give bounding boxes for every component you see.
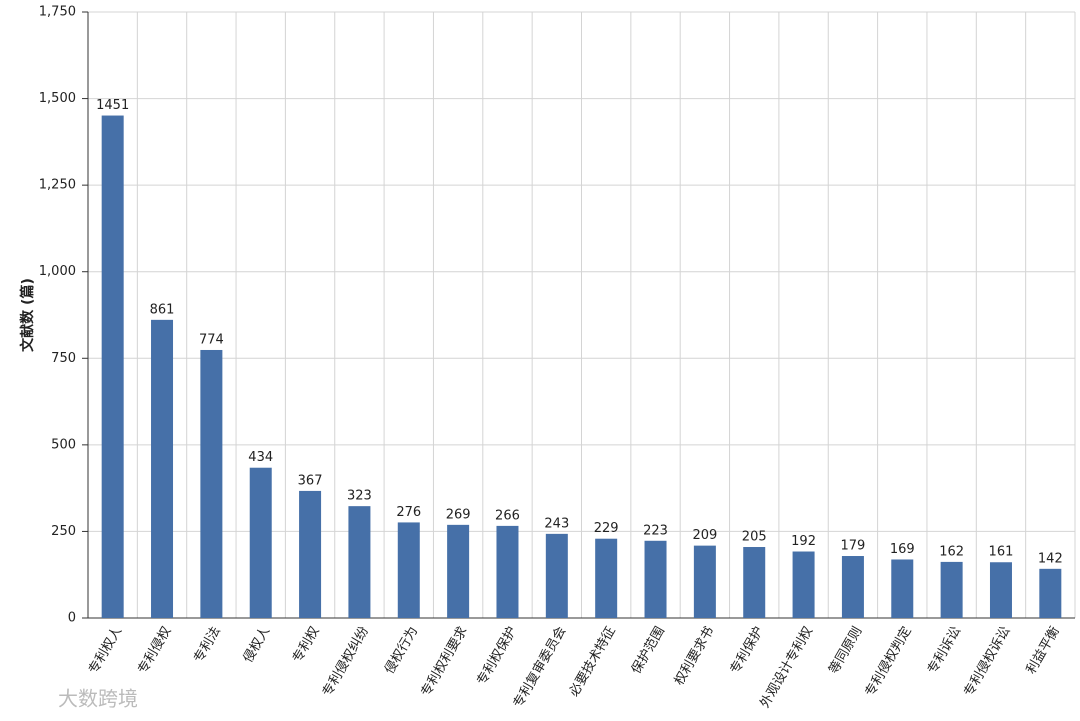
bar [101,115,124,618]
value-label: 205 [742,530,767,545]
y-tick-label: 1,500 [39,91,76,106]
value-label: 179 [841,539,866,554]
value-label: 192 [791,534,816,549]
value-label: 1451 [96,98,129,113]
x-tick-label: 专利法 [191,624,223,665]
y-tick-label: 1,750 [39,5,76,20]
bar [743,547,766,618]
y-tick-label: 250 [51,524,76,539]
x-tick-label: 专利权保护 [474,624,520,688]
x-tick-label: 利益平衡 [1024,624,1063,677]
x-tick-label: 专利保护 [728,624,767,677]
x-tick-label: 专利复审委员会 [511,624,569,710]
bar [447,524,470,618]
x-tick-label: 专利权 [289,624,322,666]
y-axis-label: 文献数 (篇) [19,278,36,352]
x-tick-label: 必要技术特征 [567,624,619,699]
x-tick-label: 等同原则 [826,624,866,677]
bar [891,559,914,618]
bar [496,525,519,618]
value-label: 434 [248,450,273,465]
value-label: 269 [446,507,471,522]
bar [151,319,174,618]
bar [1039,568,1062,618]
value-label: 367 [298,473,323,488]
x-tick-label: 保护范围 [629,624,668,677]
value-label: 861 [150,302,175,317]
value-label: 276 [396,505,421,520]
x-tick-label: 权利要求书 [671,624,717,688]
y-tick-label: 0 [68,611,76,626]
y-tick-label: 1,250 [39,178,76,193]
bar [249,467,272,618]
y-tick-label: 1,000 [39,264,76,279]
x-tick-label: 专利权人 [85,624,125,677]
bar [299,490,322,618]
value-label: 161 [989,545,1014,560]
x-tick-label: 专利侵权判定 [862,624,915,700]
bar [792,551,815,618]
bar [989,562,1012,618]
value-label: 209 [692,528,717,543]
bar [644,540,667,618]
value-label: 229 [594,521,619,536]
bar [545,533,568,618]
y-tick-label: 500 [51,437,76,452]
bar [348,506,371,618]
watermark: 大数跨境 [58,687,138,711]
value-label: 162 [939,544,964,559]
value-label: 266 [495,508,520,523]
x-tick-label: 专利权利要求 [418,624,471,700]
bar [841,556,864,618]
bar [693,545,716,618]
value-label: 243 [544,516,569,531]
x-tick-label: 专利侵权纠纷 [319,624,372,700]
x-tick-label: 专利诉讼 [925,624,964,677]
value-label: 323 [347,489,372,504]
bar [200,349,223,618]
bar [940,561,963,618]
value-label: 774 [199,332,224,347]
x-tick-label: 专利侵权 [135,624,175,677]
x-tick-label: 外观设计专利权 [757,624,816,711]
x-tick-label: 专利侵权诉讼 [961,624,1014,700]
x-tick-label: 侵权行为 [381,624,421,677]
bar [595,538,618,618]
y-tick-label: 750 [51,351,76,366]
value-label: 169 [890,542,915,557]
value-label: 223 [643,523,668,538]
x-tick-label: 侵权人 [240,624,273,666]
bar [397,522,420,618]
value-label: 142 [1038,551,1063,566]
